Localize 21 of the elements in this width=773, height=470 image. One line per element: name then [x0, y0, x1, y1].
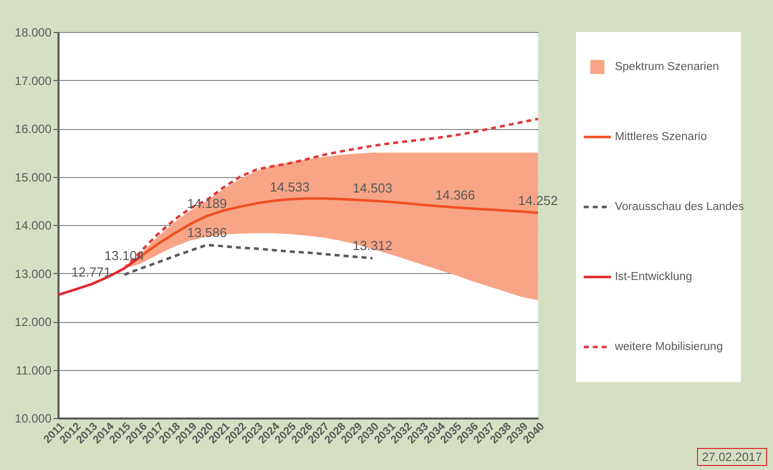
y-tick-label: 11.000: [16, 363, 52, 378]
y-tick-label: 18.000: [14, 26, 52, 40]
y-tick-label: 15.000: [14, 170, 52, 184]
legend-label: Mittleres Szenario: [614, 131, 707, 143]
y-tick-label: 12.000: [14, 315, 52, 329]
data-label: 14.366: [435, 187, 476, 202]
data-label: 14.533: [270, 179, 310, 194]
y-tick-label: 17.000: [14, 74, 52, 88]
text: 27.02.2017: [696, 448, 767, 466]
y-tick-label: 10.000: [14, 412, 52, 426]
y-tick-label: 14.000: [14, 218, 52, 232]
legend-label: Vorausschau des Landes: [614, 201, 744, 213]
legend-label: Spektrum Szenarien: [614, 61, 720, 73]
data-label: 14.503: [352, 180, 392, 196]
legend-label: weitere Mobilisierung: [614, 341, 723, 353]
data-label: 14.252: [518, 192, 558, 208]
y-tick-label: 16.000: [14, 122, 52, 136]
legend-label: Ist-Entwicklung: [614, 271, 692, 283]
data-label: 13.586: [187, 224, 227, 240]
y-tick-label: 13.000: [14, 266, 52, 281]
data-label: 13.312: [352, 238, 392, 254]
